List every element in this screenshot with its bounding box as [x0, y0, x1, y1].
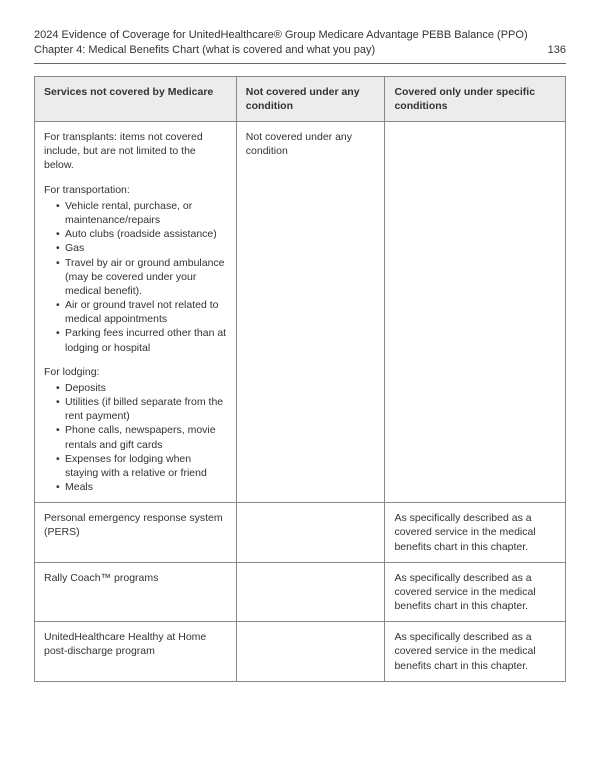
document-header: 2024 Evidence of Coverage for UnitedHeal…: [34, 28, 566, 64]
table-row: UnitedHealthcare Healthy at Home post-di…: [35, 622, 566, 682]
list-item: Air or ground travel not related to medi…: [56, 298, 227, 326]
cell-services-rally: Rally Coach™ programs: [35, 562, 237, 622]
doc-title: 2024 Evidence of Coverage for UnitedHeal…: [34, 28, 566, 43]
chapter-line: Chapter 4: Medical Benefits Chart (what …: [34, 43, 375, 58]
lodging-heading: For lodging:: [44, 365, 227, 379]
header-rule: [34, 63, 566, 64]
cell-not-covered: Not covered under any condition: [236, 122, 385, 503]
cell-covered-specific: As specifically described as a covered s…: [385, 622, 566, 682]
list-item: Utilities (if billed separate from the r…: [56, 395, 227, 423]
list-item: Parking fees incurred other than at lodg…: [56, 326, 227, 354]
cell-services-transplants: For transplants: items not covered inclu…: [35, 122, 237, 503]
chapter-row: Chapter 4: Medical Benefits Chart (what …: [34, 43, 566, 58]
cell-covered-specific: [385, 122, 566, 503]
list-item: Travel by air or ground ambulance (may b…: [56, 256, 227, 299]
cell-not-covered: [236, 503, 385, 563]
list-item: Meals: [56, 480, 227, 494]
col-header-covered-specific: Covered only under specific conditions: [385, 76, 566, 121]
transport-heading: For transportation:: [44, 183, 227, 197]
col-header-services: Services not covered by Medicare: [35, 76, 237, 121]
cell-not-covered: [236, 562, 385, 622]
list-item: Deposits: [56, 381, 227, 395]
cell-not-covered: [236, 622, 385, 682]
cell-services-healthy-home: UnitedHealthcare Healthy at Home post-di…: [35, 622, 237, 682]
list-item: Vehicle rental, purchase, or maintenance…: [56, 199, 227, 227]
document-page: 2024 Evidence of Coverage for UnitedHeal…: [0, 0, 600, 710]
col-header-not-covered: Not covered under any condition: [236, 76, 385, 121]
lodging-list: Deposits Utilities (if billed separate f…: [44, 381, 227, 494]
list-item: Phone calls, newspapers, movie rentals a…: [56, 423, 227, 451]
list-item: Expenses for lodging when staying with a…: [56, 452, 227, 480]
list-item: Auto clubs (roadside assistance): [56, 227, 227, 241]
table-header-row: Services not covered by Medicare Not cov…: [35, 76, 566, 121]
cell-covered-specific: As specifically described as a covered s…: [385, 503, 566, 563]
cell-covered-specific: As specifically described as a covered s…: [385, 562, 566, 622]
page-number: 136: [548, 43, 566, 58]
transport-list: Vehicle rental, purchase, or maintenance…: [44, 199, 227, 355]
table-row: For transplants: items not covered inclu…: [35, 122, 566, 503]
table-row: Personal emergency response system (PERS…: [35, 503, 566, 563]
cell-services-pers: Personal emergency response system (PERS…: [35, 503, 237, 563]
table-row: Rally Coach™ programs As specifically de…: [35, 562, 566, 622]
transplants-intro: For transplants: items not covered inclu…: [44, 130, 227, 173]
benefits-table: Services not covered by Medicare Not cov…: [34, 76, 566, 682]
list-item: Gas: [56, 241, 227, 255]
